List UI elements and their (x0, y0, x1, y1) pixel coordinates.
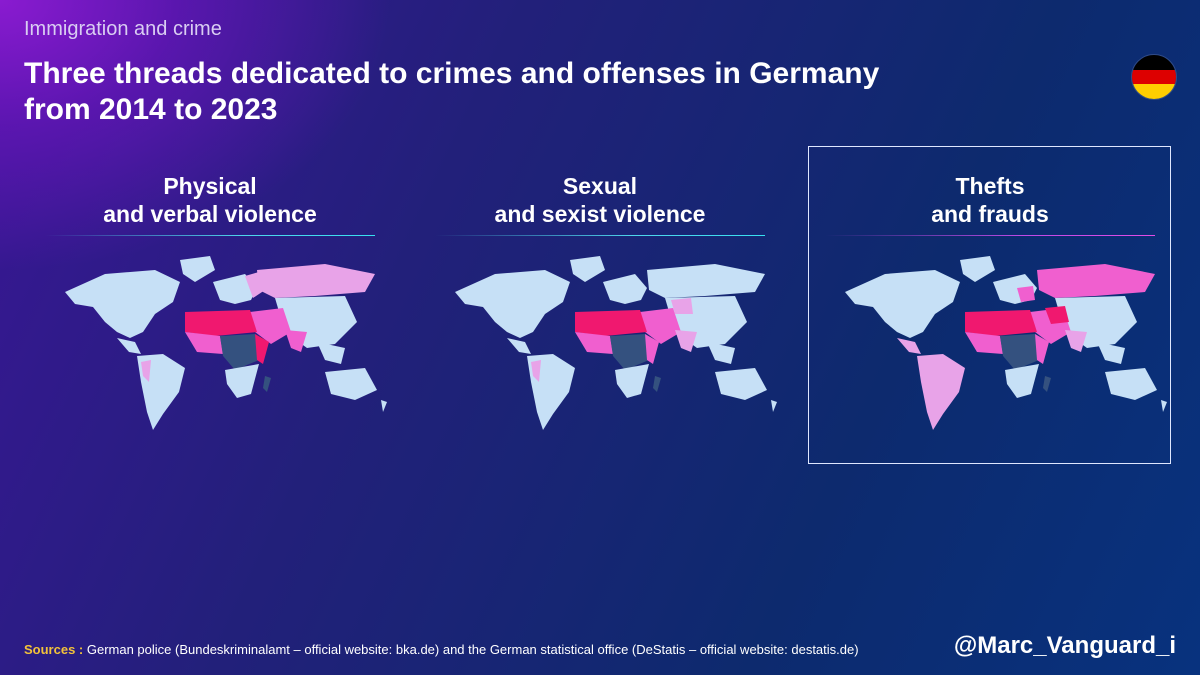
north-africa (185, 310, 257, 336)
madagascar (653, 376, 661, 392)
se-asia (707, 342, 735, 364)
author-handle[interactable]: @Marc_Vanguard_i (953, 632, 1176, 659)
australia (715, 368, 767, 400)
central-america (507, 338, 531, 354)
north-africa (575, 310, 647, 336)
central-america (117, 338, 141, 354)
madagascar (1043, 376, 1051, 392)
greenland (180, 256, 215, 282)
andes-region (141, 360, 151, 382)
north-africa (965, 310, 1037, 336)
sources: Sources : German police (Bundeskriminala… (24, 642, 859, 657)
russia (257, 264, 375, 298)
south-asia (285, 330, 307, 352)
west-africa (185, 332, 223, 354)
sources-text: German police (Bundeskriminalamt – offic… (83, 642, 859, 657)
panel-title-line-2: and sexist violence (494, 201, 706, 227)
russia (647, 264, 765, 298)
world-map-thefts-frauds (845, 256, 1167, 430)
panel-title-line-1: Physical (163, 173, 257, 199)
central-africa (1000, 334, 1039, 370)
panel-title: Thefts and frauds (825, 172, 1155, 228)
greenland (570, 256, 605, 282)
australia (325, 368, 377, 400)
divider (45, 235, 375, 236)
divider (825, 235, 1155, 236)
balkans (1017, 286, 1035, 302)
greenland (960, 256, 995, 282)
russia (1037, 264, 1155, 298)
new-zealand (1161, 400, 1167, 412)
world-map-sexual-violence (455, 256, 777, 430)
west-africa (575, 332, 613, 354)
south-america (917, 354, 965, 430)
west-africa (965, 332, 1003, 354)
panel-physical-violence[interactable]: Physical and verbal violence (45, 172, 387, 462)
south-asia (1065, 330, 1087, 352)
panel-title-line-1: Thefts (955, 173, 1025, 199)
southern-africa (225, 364, 259, 398)
panel-thefts-frauds[interactable]: Thefts and frauds (808, 146, 1171, 464)
southern-africa (1005, 364, 1039, 398)
new-zealand (381, 400, 387, 412)
central-asia (671, 298, 693, 314)
sources-label: Sources : (24, 642, 84, 657)
east-africa (645, 334, 659, 364)
australia (1105, 368, 1157, 400)
panel-title: Sexual and sexist violence (435, 172, 765, 228)
central-africa (220, 334, 259, 370)
panel-title-line-1: Sexual (562, 173, 638, 199)
title-line-1: Three threads dedicated to crimes and of… (24, 57, 880, 90)
panel-sexual-violence[interactable]: Sexual and sexist violence (435, 172, 777, 462)
north-america (65, 270, 180, 338)
andes-region (531, 360, 541, 382)
madagascar (263, 376, 271, 392)
southern-africa (615, 364, 649, 398)
iran-region (1045, 306, 1069, 324)
kicker: Immigration and crime (24, 18, 222, 40)
east-africa (1035, 334, 1049, 364)
page-title: Three threads dedicated to crimes and of… (24, 56, 984, 128)
panel-title: Physical and verbal violence (45, 172, 375, 228)
middle-east (640, 308, 681, 344)
germany-flag-icon (1131, 54, 1177, 100)
se-asia (317, 342, 345, 364)
world-map-physical-violence (65, 256, 387, 430)
east-africa (255, 334, 269, 364)
south-asia (675, 330, 697, 352)
north-america (845, 270, 960, 338)
middle-east (250, 308, 291, 344)
title-line-2: from 2014 to 2023 (24, 93, 278, 126)
panel-title-line-2: and verbal violence (103, 201, 317, 227)
central-africa (610, 334, 649, 370)
europe (213, 274, 257, 304)
new-zealand (771, 400, 777, 412)
central-america (897, 338, 921, 354)
north-america (455, 270, 570, 338)
divider (435, 235, 765, 236)
europe (603, 274, 647, 304)
panel-title-line-2: and frauds (931, 201, 1049, 227)
se-asia (1097, 342, 1125, 364)
